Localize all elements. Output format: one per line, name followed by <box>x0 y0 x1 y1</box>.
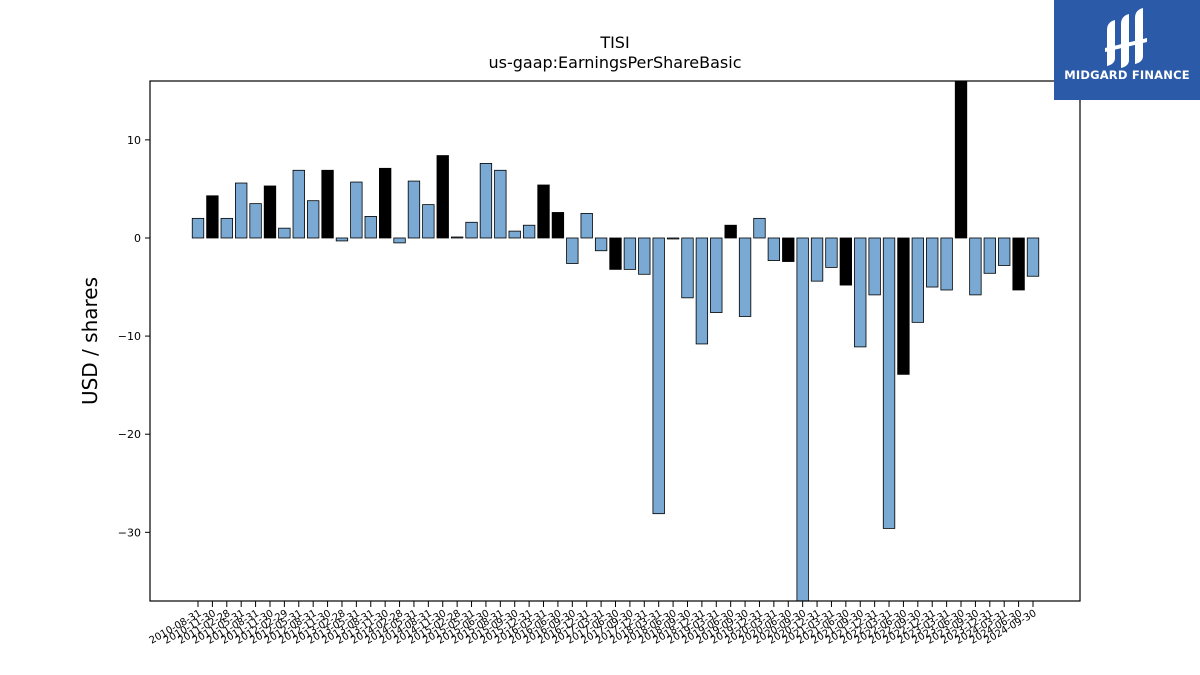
bar-2014-05-31 <box>407 180 421 239</box>
bar-2012-05-31 <box>292 169 305 239</box>
bar-2017-12-31 <box>638 237 651 275</box>
bar-2024-06-30 <box>1012 237 1025 291</box>
bar-2017-03-31 <box>594 237 608 252</box>
bar-2024-09-30 <box>1026 237 1040 277</box>
bar-2011-05-31 <box>235 182 248 239</box>
bar-2015-12-31 <box>522 224 536 239</box>
bar-2019-03-31 <box>710 237 723 313</box>
bar-2020-12-31 <box>810 237 824 282</box>
bar-2015-09-30 <box>508 230 521 239</box>
bar-2021-03-31 <box>825 237 838 268</box>
bar-2013-11-30 <box>378 167 392 239</box>
bar-2017-06-30 <box>609 237 622 270</box>
bar-2014-11-30 <box>436 155 449 239</box>
bar-2012-02-29 <box>278 227 291 239</box>
y-axis-label: USD / shares <box>78 277 102 405</box>
bar-2013-02-28 <box>335 237 349 242</box>
bar-2020-09-30 <box>796 237 809 602</box>
bar-2014-08-31 <box>422 204 435 239</box>
y-axis: 10 0 −10 −20 −30 <box>118 134 150 539</box>
bar-2021-12-31 <box>868 237 881 296</box>
bar-2015-06-30 <box>479 163 493 239</box>
bar-2019-12-31 <box>753 217 766 239</box>
bar-2017-09-30 <box>623 237 637 270</box>
bar-2023-12-31 <box>983 237 996 274</box>
bar-2021-09-30 <box>854 237 867 348</box>
x-axis: 2010-08-312010-11-302011-02-282011-05-31… <box>148 601 1039 647</box>
bar-2012-11-30 <box>321 169 334 239</box>
bar-2016-06-30 <box>551 212 565 239</box>
bar-2018-03-31 <box>652 237 665 515</box>
midgard-logo-mark-icon <box>1105 8 1147 68</box>
bar-2010-08-31 <box>191 217 205 239</box>
bar-2015-05-31 <box>465 221 478 239</box>
bar-2013-08-31 <box>364 215 377 239</box>
y-tick-label: −20 <box>118 428 141 441</box>
bar-2018-12-31 <box>695 237 709 345</box>
bar-2010-11-30 <box>206 195 219 239</box>
bar-2011-11-30 <box>263 185 277 239</box>
bar-2015-08-31 <box>494 169 507 239</box>
midgard-finance-logo: MIDGARD FINANCE <box>1054 0 1200 100</box>
bar-2014-02-28 <box>393 237 406 244</box>
y-tick-label: 10 <box>127 134 141 147</box>
bar-2015-02-28 <box>450 236 464 239</box>
bar-2023-09-30 <box>969 237 982 296</box>
y-tick-label: −10 <box>118 330 141 343</box>
bar-2018-06-30 <box>666 237 680 240</box>
bar-2020-06-30 <box>782 237 795 262</box>
bar-2013-05-31 <box>350 181 363 239</box>
bar-2019-06-30 <box>724 224 737 239</box>
bar-2016-09-30 <box>566 237 579 264</box>
bar-2022-06-30 <box>897 237 910 375</box>
bar-2022-12-31 <box>926 237 939 288</box>
bar-2011-02-28 <box>220 217 233 239</box>
bar-2016-03-31 <box>537 184 550 239</box>
chart-title: TISI <box>599 33 629 52</box>
bar-2019-09-30 <box>738 237 752 317</box>
bar-2023-06-30 <box>954 80 968 239</box>
bar-2023-03-31 <box>940 237 953 291</box>
chart-subtitle: us-gaap:EarningsPerShareBasic <box>488 53 741 72</box>
bar-2020-03-31 <box>767 237 781 261</box>
bar-2022-03-31 <box>882 237 896 529</box>
y-tick-label: −30 <box>118 526 141 539</box>
logo-text: MIDGARD FINANCE <box>1064 68 1190 82</box>
bar-2016-12-31 <box>580 213 593 239</box>
bar-2012-08-31 <box>307 200 320 239</box>
bar-2022-09-30 <box>911 237 924 323</box>
bar-2024-03-31 <box>998 237 1011 266</box>
bar-2021-06-30 <box>839 237 853 286</box>
y-tick-label: 0 <box>134 232 141 245</box>
bar-2018-09-30 <box>681 237 694 299</box>
bars-layer <box>191 80 1040 602</box>
plot-frame <box>149 80 1081 602</box>
bar-2011-08-31 <box>249 203 262 239</box>
